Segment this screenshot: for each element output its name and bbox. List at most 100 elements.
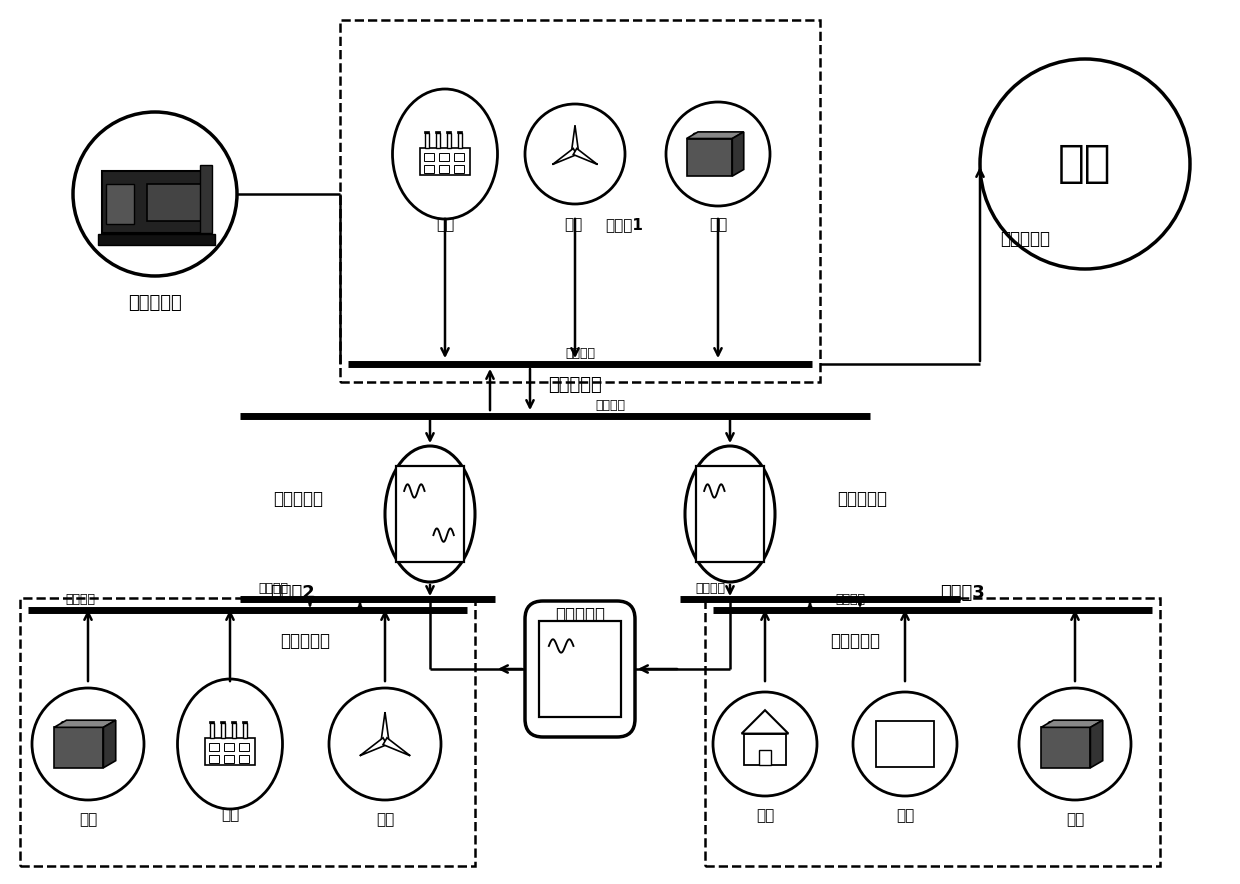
- Bar: [458, 133, 461, 148]
- Circle shape: [329, 688, 441, 800]
- Text: 光伏: 光伏: [895, 808, 914, 823]
- Bar: [454, 153, 464, 161]
- Circle shape: [853, 692, 957, 796]
- Polygon shape: [381, 713, 389, 741]
- Polygon shape: [733, 132, 744, 176]
- Text: 储能: 储能: [1066, 812, 1084, 827]
- Bar: [221, 721, 226, 722]
- FancyBboxPatch shape: [525, 601, 635, 737]
- Text: 交流母线: 交流母线: [64, 593, 95, 606]
- Polygon shape: [55, 720, 115, 728]
- Bar: [439, 164, 449, 172]
- Bar: [454, 164, 464, 172]
- Bar: [223, 755, 233, 763]
- Bar: [200, 165, 212, 233]
- Circle shape: [73, 112, 237, 276]
- Polygon shape: [1042, 720, 1102, 728]
- Circle shape: [525, 104, 625, 204]
- Text: 交互联络线: 交互联络线: [548, 376, 601, 394]
- Text: 风机: 风机: [564, 217, 582, 232]
- Bar: [223, 743, 233, 751]
- Bar: [20, 598, 475, 866]
- Circle shape: [92, 721, 97, 727]
- Bar: [55, 728, 103, 768]
- Bar: [458, 132, 463, 133]
- Bar: [102, 171, 208, 233]
- Bar: [210, 721, 215, 722]
- Circle shape: [32, 688, 144, 800]
- Circle shape: [1069, 721, 1074, 727]
- Bar: [208, 755, 218, 763]
- Polygon shape: [383, 738, 410, 756]
- Circle shape: [980, 59, 1190, 269]
- Text: 直流母线: 直流母线: [694, 582, 725, 595]
- Polygon shape: [687, 132, 744, 139]
- Text: 换流联络线: 换流联络线: [837, 490, 887, 508]
- Polygon shape: [360, 738, 387, 756]
- Text: 交流母线: 交流母线: [258, 582, 288, 595]
- Circle shape: [666, 102, 770, 206]
- Bar: [340, 20, 820, 382]
- Bar: [436, 133, 439, 148]
- Bar: [744, 734, 786, 765]
- Circle shape: [61, 721, 66, 727]
- Circle shape: [722, 133, 727, 138]
- Text: 直流母线: 直流母线: [835, 593, 866, 606]
- Text: 子微网3: 子微网3: [940, 584, 985, 602]
- Bar: [424, 132, 429, 133]
- Bar: [424, 164, 434, 172]
- Ellipse shape: [384, 446, 475, 582]
- Bar: [706, 598, 1159, 866]
- Circle shape: [82, 721, 87, 727]
- Bar: [1042, 728, 1090, 768]
- Bar: [208, 743, 218, 751]
- Circle shape: [123, 191, 139, 208]
- Polygon shape: [572, 126, 579, 151]
- Bar: [539, 621, 621, 717]
- Text: 主网: 主网: [1058, 142, 1112, 186]
- Text: 换流联络线: 换流联络线: [556, 606, 605, 624]
- Text: 交流母线: 交流母线: [565, 347, 595, 360]
- Text: 负荷: 负荷: [436, 217, 454, 232]
- Bar: [242, 721, 247, 722]
- Ellipse shape: [177, 679, 283, 809]
- Text: 换流联络线: 换流联络线: [273, 490, 322, 508]
- Bar: [232, 722, 236, 738]
- Bar: [420, 148, 470, 175]
- Bar: [105, 184, 134, 224]
- Circle shape: [382, 738, 388, 744]
- Bar: [687, 139, 733, 176]
- Bar: [232, 721, 236, 722]
- Circle shape: [1079, 721, 1084, 727]
- Text: 储能: 储能: [79, 812, 97, 827]
- Bar: [221, 722, 224, 738]
- Bar: [146, 184, 205, 221]
- Circle shape: [693, 133, 697, 138]
- Polygon shape: [553, 149, 577, 164]
- Bar: [877, 720, 934, 767]
- Ellipse shape: [684, 446, 775, 582]
- Circle shape: [713, 692, 817, 796]
- Text: 交互联络线: 交互联络线: [830, 632, 880, 650]
- Bar: [425, 133, 429, 148]
- Text: 子微网1: 子微网1: [605, 217, 642, 232]
- Circle shape: [703, 133, 707, 138]
- Bar: [98, 234, 215, 245]
- Bar: [396, 466, 464, 562]
- Text: 负荷: 负荷: [756, 808, 774, 823]
- Polygon shape: [103, 720, 115, 768]
- Polygon shape: [1090, 720, 1102, 768]
- Circle shape: [712, 133, 717, 138]
- Polygon shape: [573, 149, 598, 164]
- Circle shape: [1048, 721, 1053, 727]
- Bar: [238, 755, 248, 763]
- Bar: [243, 722, 247, 738]
- Bar: [424, 153, 434, 161]
- Bar: [446, 133, 450, 148]
- Bar: [205, 738, 255, 766]
- Text: 交流母线: 交流母线: [595, 399, 625, 412]
- Bar: [210, 722, 213, 738]
- Text: 负荷: 负荷: [221, 807, 239, 822]
- Text: 风机: 风机: [376, 812, 394, 827]
- Ellipse shape: [393, 89, 497, 219]
